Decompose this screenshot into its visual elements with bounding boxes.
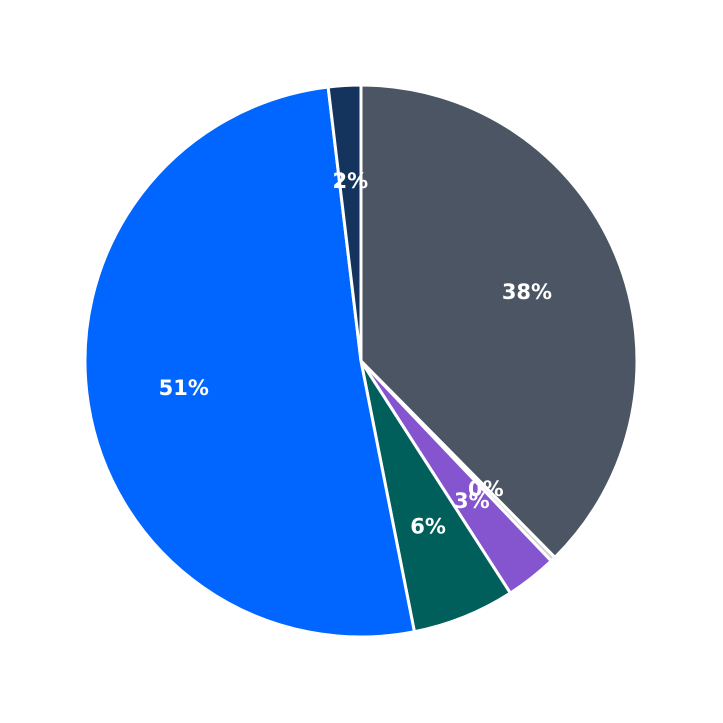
slice-label: 6% — [410, 514, 446, 538]
slice-label: 0% — [468, 477, 504, 501]
pie-slice — [326, 83, 363, 363]
slice-label: 51% — [159, 376, 209, 400]
slice-label: 2% — [332, 169, 368, 193]
slice-label: 3% — [454, 489, 490, 513]
pie-slice — [359, 83, 639, 559]
pie-slice — [83, 85, 416, 639]
slice-label: 38% — [502, 280, 552, 304]
